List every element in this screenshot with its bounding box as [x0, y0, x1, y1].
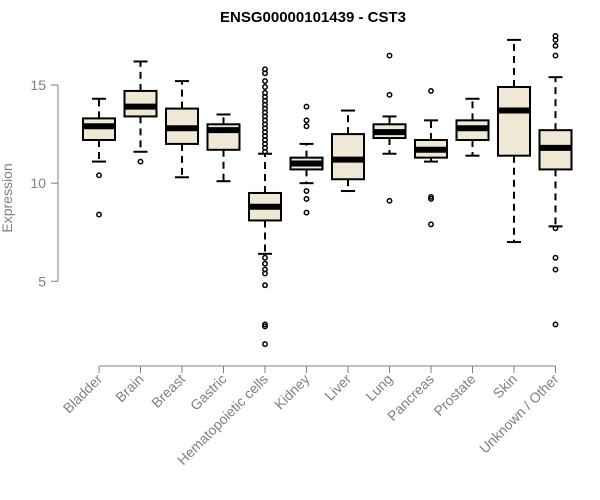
outlier-point	[262, 270, 268, 277]
outlier-point	[262, 254, 268, 261]
box-group	[123, 60, 158, 165]
outlier-point	[262, 70, 268, 77]
x-tick-label: Lung	[362, 371, 395, 404]
outlier-point	[552, 254, 559, 261]
x-tick-label: Skin	[490, 371, 521, 402]
outlier-point	[552, 321, 559, 328]
x-tick-label: Prostate	[430, 371, 478, 419]
outlier-point	[428, 195, 434, 202]
outlier-point	[303, 195, 310, 202]
outlier-point	[552, 36, 559, 43]
outlier-point	[96, 172, 102, 179]
x-tick-label: Bladder	[60, 371, 106, 417]
box-group	[538, 33, 573, 328]
outlier-point	[552, 42, 559, 49]
box-group	[248, 66, 282, 348]
outlier-point	[262, 282, 268, 289]
box-group	[165, 80, 199, 179]
box-group	[331, 109, 365, 193]
x-tick-label: Brain	[112, 371, 146, 405]
x-tick-label: Kidney	[271, 371, 313, 413]
box-group	[414, 87, 448, 228]
outlier-point	[262, 78, 268, 85]
outlier-point	[262, 341, 268, 348]
box-group	[455, 97, 490, 157]
x-tick-label: Breast	[148, 371, 188, 411]
outlier-point	[262, 84, 268, 90]
outlier-point	[552, 52, 559, 59]
outlier-point	[303, 123, 310, 130]
y-tick-label: 10	[30, 175, 46, 191]
boxes	[82, 33, 573, 348]
outlier-point	[262, 148, 268, 155]
box-iqr	[497, 85, 531, 157]
outlier-point	[262, 260, 268, 267]
box-group	[497, 38, 531, 244]
outlier-point	[386, 91, 393, 98]
y-tick-label: 5	[38, 273, 46, 289]
outlier-point	[428, 221, 434, 228]
outlier-point	[303, 209, 310, 216]
outlier-point	[386, 197, 393, 204]
outlier-point	[428, 87, 434, 94]
box-group	[289, 103, 324, 216]
outlier-point	[96, 211, 102, 218]
outlier-point	[552, 266, 559, 273]
x-tick-label: Liver	[321, 371, 354, 404]
outlier-point	[303, 103, 310, 110]
box-group	[206, 113, 241, 183]
x-tick-label: Unknown / Other	[476, 371, 562, 457]
box-group	[372, 52, 407, 204]
outlier-point	[262, 323, 268, 330]
outlier-point	[303, 117, 310, 124]
outlier-point	[552, 225, 559, 232]
outlier-point	[386, 52, 393, 59]
y-axis-label: Expression	[0, 163, 15, 232]
outlier-point	[303, 188, 310, 194]
y-tick-label: 15	[30, 77, 46, 93]
chart-title: ENSG00000101439 - CST3	[220, 9, 406, 26]
outlier-point	[137, 158, 144, 165]
box-group	[82, 97, 116, 218]
